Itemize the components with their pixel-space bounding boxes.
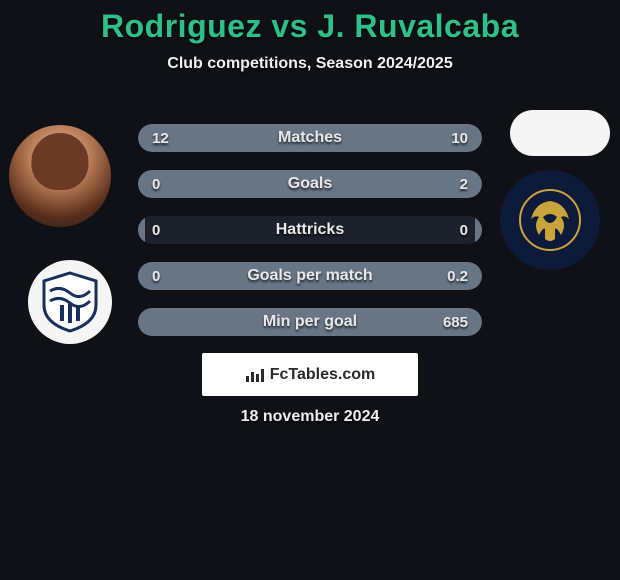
stat-value-right: 10 [451, 124, 468, 152]
stat-row: 0 Hattricks 0 [138, 216, 482, 244]
stat-value-right: 2 [460, 170, 468, 198]
stat-value-right: 685 [443, 308, 468, 336]
stat-row: Min per goal 685 [138, 308, 482, 336]
pumas-icon [519, 189, 581, 251]
stat-label: Goals per match [138, 262, 482, 290]
brand-text: FcTables.com [270, 366, 376, 384]
player-right-club-badge [500, 170, 600, 270]
monterrey-shield-icon [40, 271, 100, 333]
stat-value-right: 0 [460, 216, 468, 244]
comparison-date: 18 november 2024 [0, 408, 620, 426]
stat-value-right: 0.2 [447, 262, 468, 290]
stat-row: 0 Goals 2 [138, 170, 482, 198]
comparison-title: Rodriguez vs J. Ruvalcaba [0, 0, 620, 45]
player-left-avatar [9, 125, 111, 227]
player-right-avatar [510, 110, 610, 156]
bar-chart-icon [245, 367, 265, 383]
stat-rows: 12 Matches 10 0 Goals 2 0 Hattricks 0 0 … [138, 124, 482, 354]
stat-label: Min per goal [138, 308, 482, 336]
comparison-subtitle: Club competitions, Season 2024/2025 [0, 55, 620, 73]
player-left-club-badge [28, 260, 112, 344]
stat-row: 0 Goals per match 0.2 [138, 262, 482, 290]
stat-label: Matches [138, 124, 482, 152]
stat-row: 12 Matches 10 [138, 124, 482, 152]
stat-label: Goals [138, 170, 482, 198]
stat-label: Hattricks [138, 216, 482, 244]
brand-footer: FcTables.com [202, 353, 418, 396]
